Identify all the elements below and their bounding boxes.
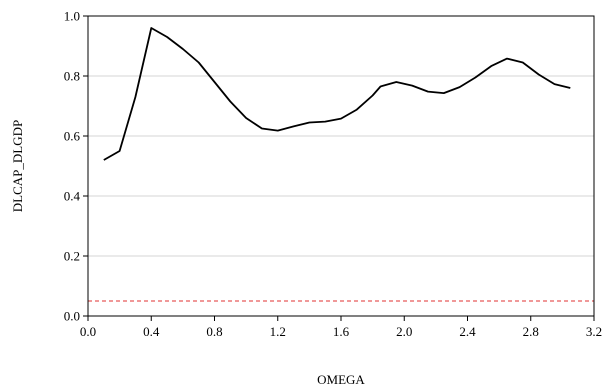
x-tick-label: 0.4 [143, 324, 160, 339]
series-group [103, 27, 571, 161]
x-tick-label: 2.8 [523, 324, 539, 339]
x-axis-title: OMEGA [317, 372, 365, 387]
y-axis-title: DLCAP_DLGDP [10, 120, 25, 212]
x-tick-label: 0.8 [206, 324, 222, 339]
y-tick-label: 1.0 [64, 9, 80, 24]
x-tick-label: 1.6 [333, 324, 350, 339]
x-tick-label: 2.0 [396, 324, 412, 339]
y-tick-label: 0.0 [64, 309, 80, 324]
gridlines [88, 75, 594, 257]
x-tick-label: 1.2 [270, 324, 286, 339]
y-tick-label: 0.6 [64, 129, 81, 144]
x-tick-label: 0.0 [80, 324, 96, 339]
x-tick-label: 3.2 [586, 324, 602, 339]
y-tick-label: 0.4 [64, 189, 81, 204]
y-axis-ticks: 0.0 0.2 0.4 0.6 0.8 1.0 [64, 9, 88, 324]
y-tick-label: 0.2 [64, 249, 80, 264]
y-tick-label: 0.8 [64, 69, 80, 84]
x-axis-ticks: 0.0 0.4 0.8 1.2 1.6 2.0 2.4 2.8 3.2 [80, 316, 602, 339]
x-tick-label: 2.4 [459, 324, 476, 339]
series-line [103, 27, 571, 161]
